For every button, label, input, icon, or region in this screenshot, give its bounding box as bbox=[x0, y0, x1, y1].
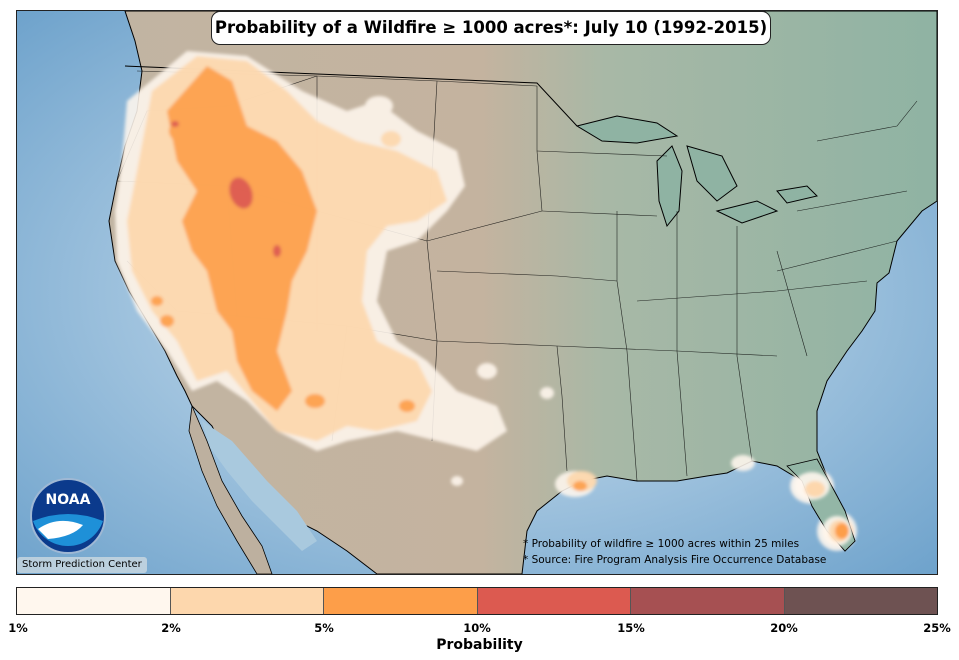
colorbar-tick: 2% bbox=[161, 621, 181, 635]
probability-contours bbox=[115, 51, 857, 551]
map-notes: * Probability of wildfire ≥ 1000 acres w… bbox=[523, 536, 826, 568]
colorbar-segment-3 bbox=[323, 588, 477, 614]
colorbar-tick: 25% bbox=[923, 621, 951, 635]
gulf-of-california bbox=[202, 421, 317, 551]
colorbar-tick: 20% bbox=[770, 621, 798, 635]
baja-peninsula bbox=[188, 404, 273, 574]
great-lakes bbox=[575, 115, 818, 228]
map-title: Probability of a Wildfire ≥ 1000 acres*:… bbox=[211, 11, 771, 45]
colorbar-tick: 5% bbox=[314, 621, 334, 635]
colorbar-segment-1 bbox=[17, 588, 170, 614]
map-panel bbox=[16, 10, 938, 575]
colorbar-label: Probability bbox=[436, 637, 523, 653]
probability-colorbar bbox=[16, 587, 938, 615]
colorbar-segment-2 bbox=[169, 588, 323, 614]
colorbar-segment-5 bbox=[630, 588, 784, 614]
colorbar-tick: 15% bbox=[617, 621, 645, 635]
colorbar-tick: 10% bbox=[463, 621, 491, 635]
noaa-logo: NOAA bbox=[28, 477, 108, 555]
note-data-source: * Source: Fire Program Analysis Fire Occ… bbox=[523, 554, 827, 566]
credit-label: Storm Prediction Center bbox=[17, 557, 147, 573]
map-canvas bbox=[17, 11, 937, 574]
florida-contours bbox=[794, 472, 852, 546]
note-probability-definition: * Probability of wildfire ≥ 1000 acres w… bbox=[523, 538, 800, 550]
colorbar-tick: 1% bbox=[8, 621, 28, 635]
noaa-logo-text: NOAA bbox=[46, 492, 91, 508]
colorbar-segment-6 bbox=[783, 588, 937, 614]
colorbar-segment-4 bbox=[476, 588, 630, 614]
